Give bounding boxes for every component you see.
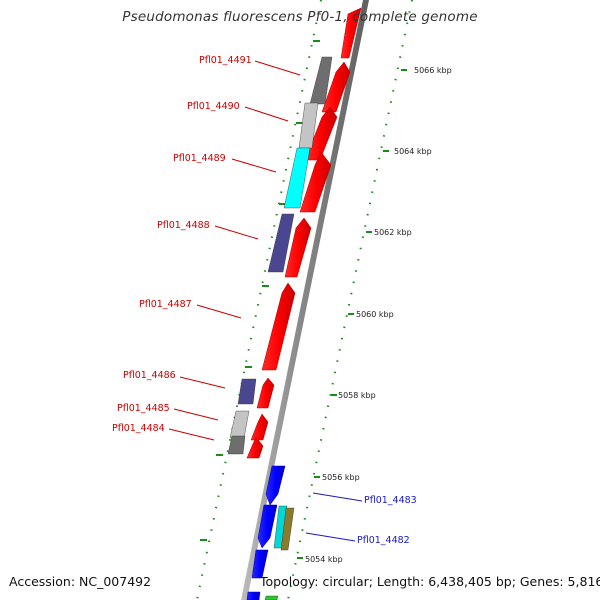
accession-text: Accession: NC_007492 bbox=[9, 574, 152, 589]
gene-block-olive[interactable] bbox=[280, 507, 295, 551]
scale-label: 5054 kbp bbox=[305, 555, 343, 564]
forward-gene-block[interactable] bbox=[261, 282, 296, 371]
reverse-gene-block[interactable] bbox=[257, 504, 278, 549]
scale-ring bbox=[287, 0, 413, 600]
gene-label-pfl01-4490[interactable]: Pfl01_4490 bbox=[187, 101, 240, 112]
gene-label-pfl01-4486[interactable]: Pfl01_4486 bbox=[123, 370, 176, 381]
forward-gene-block[interactable] bbox=[340, 7, 362, 59]
gene-label-pfl01-4491[interactable]: Pfl01_4491 bbox=[199, 55, 252, 66]
map-title: Pseudomonas fluorescens Pf0-1, complete … bbox=[122, 9, 478, 25]
gene-block-dark-gray[interactable] bbox=[309, 56, 333, 105]
cog-category-genes bbox=[227, 56, 333, 600]
gene-block-green[interactable] bbox=[264, 595, 279, 600]
gene-block-slate-blue[interactable] bbox=[267, 213, 295, 273]
gene-block-dark-gray[interactable] bbox=[227, 435, 246, 455]
forward-gene-block[interactable] bbox=[321, 61, 351, 113]
forward-gene-block[interactable] bbox=[250, 413, 269, 441]
gene-label-pfl01-4484[interactable]: Pfl01_4484 bbox=[112, 423, 165, 434]
reverse-gene-block[interactable] bbox=[246, 591, 261, 600]
leader-lines bbox=[168, 60, 363, 542]
gene-block-cyan[interactable] bbox=[283, 147, 311, 209]
gene-block-light-gray[interactable] bbox=[229, 410, 250, 439]
gene-label-pfl01-4485[interactable]: Pfl01_4485 bbox=[117, 403, 170, 414]
gene-label-pfl01-4488[interactable]: Pfl01_4488 bbox=[157, 220, 210, 231]
forward-gene-block[interactable] bbox=[299, 151, 332, 213]
gene-label-pfl01-4489[interactable]: Pfl01_4489 bbox=[173, 153, 226, 164]
backbone-line bbox=[241, 0, 369, 600]
gene-block-slate-blue[interactable] bbox=[237, 378, 257, 405]
gene-label-pfl01-4487[interactable]: Pfl01_4487 bbox=[139, 299, 192, 310]
gene-label-pfl01-4483[interactable]: Pfl01_4483 bbox=[364, 495, 417, 506]
reverse-genes bbox=[246, 465, 286, 600]
scale-label: 5066 kbp bbox=[414, 66, 452, 75]
forward-genes bbox=[246, 7, 362, 459]
forward-gene-block[interactable] bbox=[256, 377, 275, 409]
inner-ring-dashes bbox=[200, 40, 320, 541]
reverse-gene-block[interactable] bbox=[265, 465, 286, 506]
gene-block-light-gray[interactable] bbox=[298, 102, 319, 149]
scale-label: 5060 kbp bbox=[356, 310, 394, 319]
gene-label-pfl01-4482[interactable]: Pfl01_4482 bbox=[357, 535, 410, 546]
reverse-gene-block[interactable] bbox=[251, 549, 269, 579]
forward-gene-block[interactable] bbox=[284, 217, 312, 278]
scale-label: 5058 kbp bbox=[338, 391, 376, 400]
forward-gene-block[interactable] bbox=[246, 436, 264, 459]
scale-label: 5062 kbp bbox=[374, 228, 412, 237]
scale-label: 5056 kbp bbox=[322, 473, 360, 482]
scale-label: 5064 kbp bbox=[394, 147, 432, 156]
topology-text: Topology: circular; Length: 6,438,405 bp… bbox=[260, 574, 600, 589]
